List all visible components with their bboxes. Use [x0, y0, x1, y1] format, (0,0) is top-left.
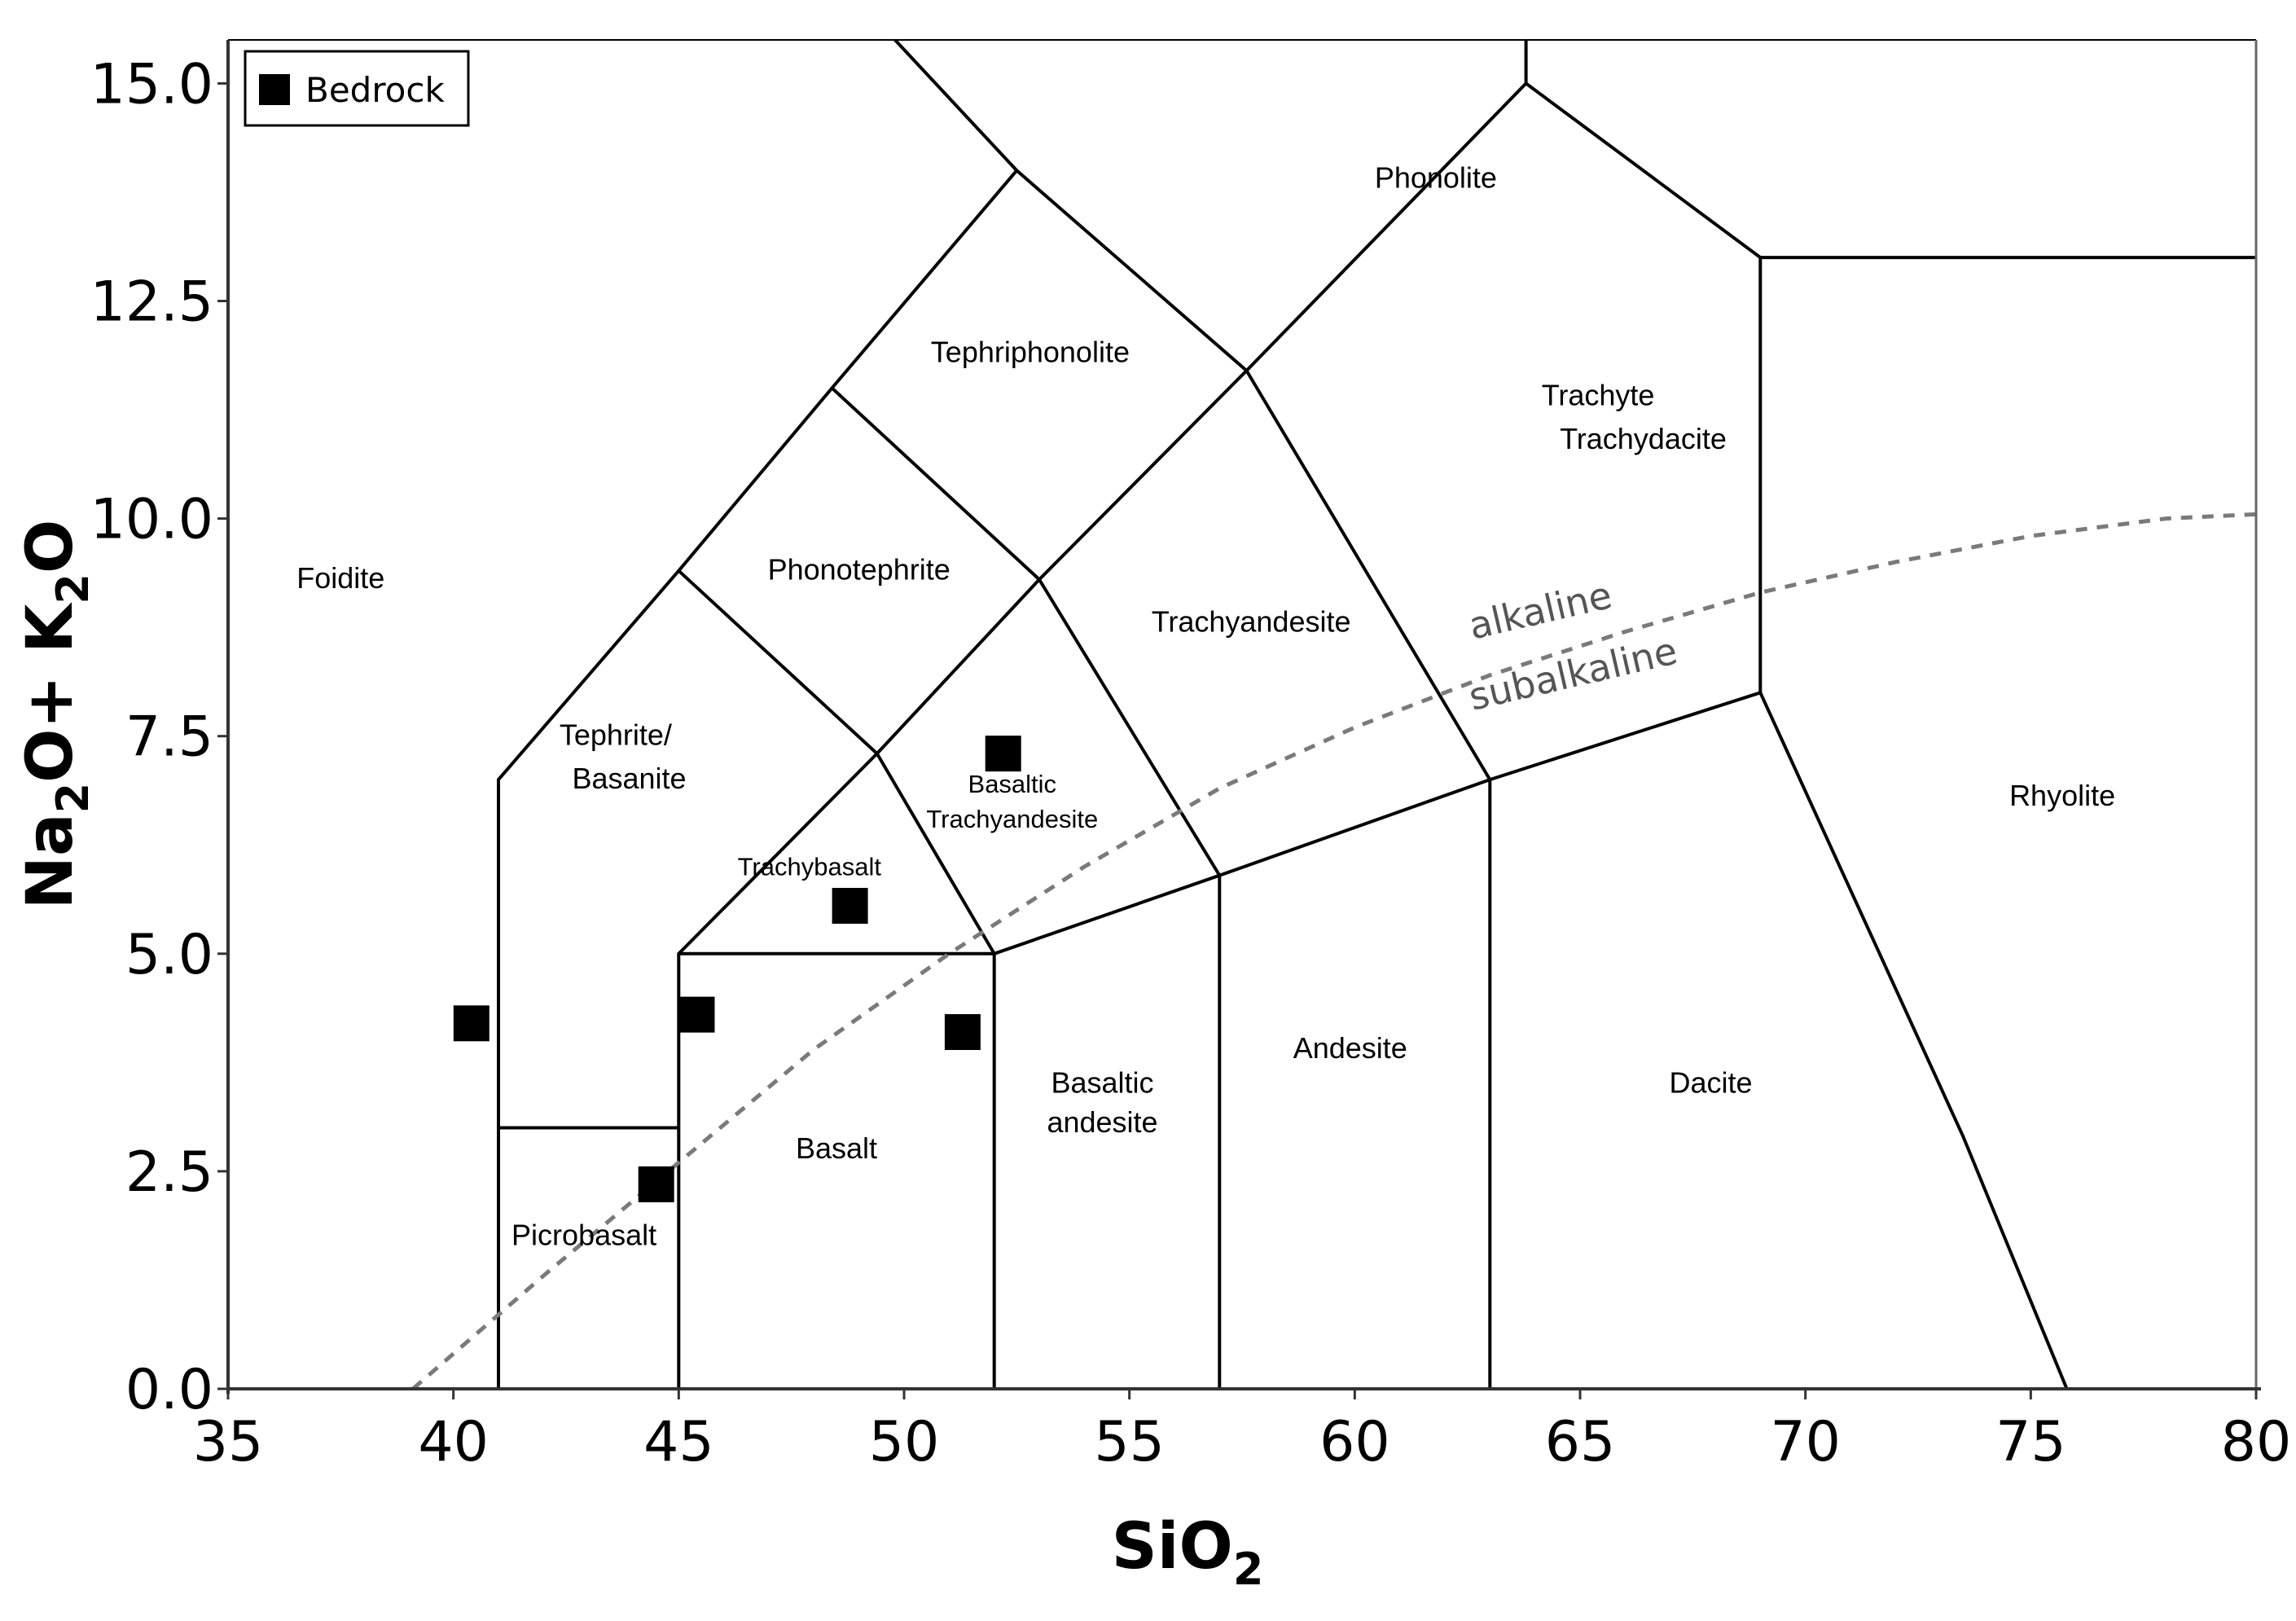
bedrock-point-0: [453, 1005, 489, 1042]
field-label-tephriphonolite-2: Tephriphonolite: [931, 335, 1130, 368]
series-labels: alkaline subalkaline: [1464, 573, 1681, 719]
field-label-trachyte-5: Trachyte: [1542, 379, 1655, 412]
field-label-andesite-14: andesite: [1047, 1105, 1157, 1139]
field-label-tephrite-7: Tephrite/: [560, 718, 672, 751]
x-tick-label-50: 50: [869, 1410, 940, 1474]
y-tick-label-7.5: 7.5: [125, 705, 213, 770]
field-label-phonolite-1: Phonolite: [1375, 161, 1497, 195]
x-axis-title: SiO2: [1112, 1510, 1264, 1595]
legend: Bedrock: [244, 50, 470, 127]
field-label-basaltic-9: Basaltic: [968, 770, 1057, 798]
field-label-rhyolite-12: Rhyolite: [2009, 779, 2115, 812]
field-boundary-11: [1525, 81, 1762, 259]
field-label-basalt-17: Basalt: [796, 1131, 877, 1165]
field-boundary-10: [1038, 578, 1222, 876]
field-label-trachyandesite-4: Trachyandesite: [1152, 605, 1351, 639]
y-tick-label-10: 10.0: [90, 488, 213, 552]
x-tick-label-75: 75: [1995, 1410, 2066, 1474]
x-tick-label-35: 35: [193, 1410, 264, 1474]
bedrock-point-5: [985, 736, 1021, 772]
alkaline-subalkaline-divider: [411, 512, 2256, 1389]
bedrock-point-2: [638, 1166, 674, 1202]
x-tick-label-80: 80: [2221, 1410, 2292, 1474]
field-label-picrobasalt-18: Picrobasalt: [511, 1219, 656, 1252]
field-label-basaltic-13: Basaltic: [1051, 1066, 1153, 1100]
field-boundary-0: [497, 40, 1019, 1389]
y-axis-ticks: 0.0 2.5 5.0 7.5 10.0 12.5 15.0: [90, 52, 228, 1422]
alkaline-label: alkaline: [1464, 573, 1616, 648]
y-tick-label-0: 0.0: [125, 1358, 213, 1422]
alkaline-divider-line: [411, 512, 2256, 1389]
y-tick-label-15: 15.0: [90, 52, 213, 116]
y-tick-label-12.5: 12.5: [90, 270, 213, 335]
field-boundary-12: [1758, 692, 2069, 1389]
x-tick-label-45: 45: [643, 1410, 714, 1474]
field-boundary-1: [677, 256, 2256, 1389]
field-label-trachyandesite-10: Trachyandesite: [926, 805, 1098, 833]
legend-label-bedrock: Bedrock: [305, 70, 445, 110]
field-label-andesite-15: Andesite: [1293, 1031, 1407, 1065]
field-label-basanite-8: Basanite: [572, 762, 686, 795]
y-tick-label-5: 5.0: [125, 923, 213, 987]
field-boundaries: [497, 40, 2256, 1389]
bedrock-points: [453, 736, 1021, 1202]
field-label-trachybasalt-11: Trachybasalt: [738, 853, 882, 881]
x-axis-ticks: 35 40 45 50 55 60 65 70 75 80: [193, 1389, 2292, 1474]
x-tick-label-60: 60: [1319, 1410, 1390, 1474]
y-tick-label-2.5: 2.5: [125, 1140, 213, 1205]
x-tick-label-70: 70: [1770, 1410, 1841, 1474]
x-tick-label-65: 65: [1545, 1410, 1616, 1474]
field-label-trachydacite-6: Trachydacite: [1560, 422, 1727, 455]
bedrock-point-4: [944, 1014, 981, 1050]
field-labels: Foidite Phonolite Tephriphonolite Phonoteph…: [296, 161, 2115, 1252]
bedrock-point-1: [678, 996, 715, 1033]
legend-marker-square: [259, 74, 290, 105]
field-label-dacite-16: Dacite: [1669, 1066, 1752, 1100]
bedrock-point-3: [832, 888, 868, 924]
x-tick-label-55: 55: [1094, 1410, 1165, 1474]
field-boundary-8: [831, 386, 1041, 581]
field-label-phonotephrite-3: Phonotephrite: [768, 552, 950, 586]
field-label-foidite-0: Foidite: [296, 561, 384, 595]
y-axis-title: Na2O+ K2O: [14, 520, 99, 910]
x-tick-label-40: 40: [418, 1410, 489, 1474]
